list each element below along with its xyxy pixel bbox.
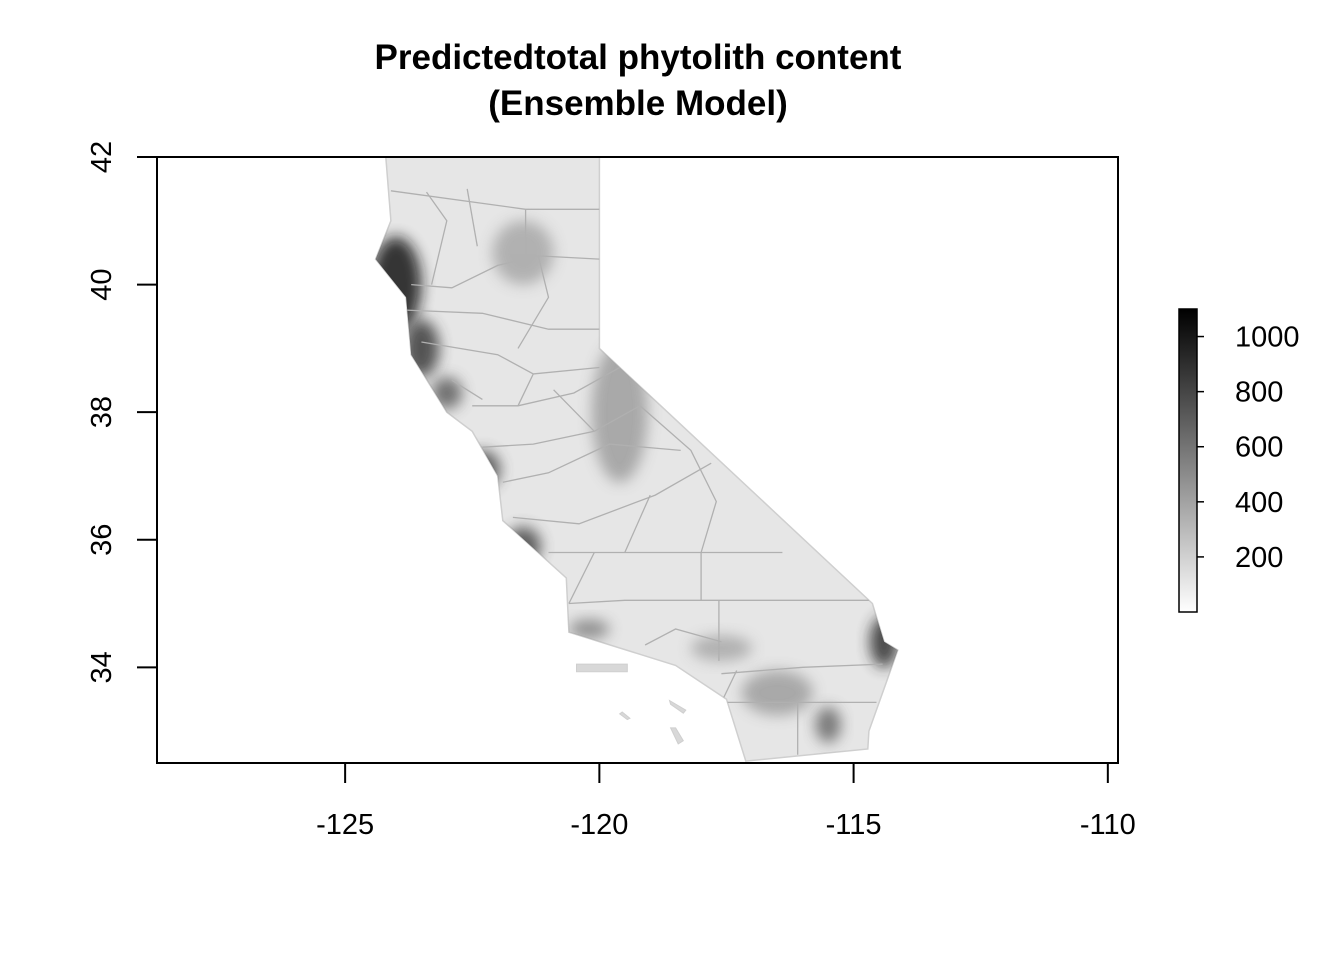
intensity-zone xyxy=(464,450,501,489)
x-tick-label: -115 xyxy=(826,809,882,841)
county-boundary xyxy=(639,405,717,553)
county-boundary xyxy=(472,366,621,407)
intensity-zone xyxy=(741,670,813,716)
island xyxy=(576,663,628,673)
intensity-zone xyxy=(505,526,541,566)
county-boundary xyxy=(720,670,738,703)
intensity-zone xyxy=(492,220,554,285)
x-tick-label: -110 xyxy=(1080,809,1136,841)
y-tick-label: 42 xyxy=(86,141,118,173)
legend-colorbar xyxy=(1178,308,1198,613)
county-boundary xyxy=(517,373,534,407)
county-boundary xyxy=(517,255,550,349)
axes: -125 -120 -115 -110 34 36 38 40 42 xyxy=(86,141,1136,841)
county-boundary xyxy=(451,379,483,400)
y-tick-label: 34 xyxy=(86,651,118,683)
x-tick-label: -125 xyxy=(316,809,374,841)
county-boundary xyxy=(721,663,883,675)
county-boundary xyxy=(466,188,478,247)
intensity-zone xyxy=(690,635,752,661)
county-boundary xyxy=(568,599,869,605)
y-tick-label: 36 xyxy=(86,524,118,556)
county-boundary xyxy=(425,191,448,285)
legend-tick-label: 600 xyxy=(1235,432,1283,464)
raster-layer xyxy=(374,156,899,762)
county-boundary xyxy=(502,443,681,483)
county-boundary xyxy=(421,341,600,375)
county-boundary xyxy=(482,405,641,448)
legend-tick-label: 1000 xyxy=(1235,322,1300,354)
county-boundary xyxy=(644,628,722,646)
y-tick-label: 40 xyxy=(86,268,118,300)
legend-tick-label: 800 xyxy=(1235,377,1283,409)
color-legend: 200 400 600 800 1000 xyxy=(1178,308,1300,613)
county-boundary xyxy=(406,309,600,330)
county-boundary xyxy=(624,494,651,553)
island xyxy=(668,699,687,714)
x-tick-label: -120 xyxy=(570,809,628,841)
map-title-line-2: (Ensemble Model) xyxy=(488,84,788,123)
intensity-zone xyxy=(568,619,610,639)
map-title-line-1: Predictedtotal phytolith content xyxy=(374,38,902,77)
y-tick-label: 38 xyxy=(86,396,118,428)
intensity-zone xyxy=(403,319,440,378)
county-boundary xyxy=(568,552,595,604)
intensity-zone xyxy=(591,341,648,483)
intensity-zone xyxy=(815,706,841,743)
county-boundary xyxy=(512,462,712,525)
county-boundary xyxy=(411,255,600,289)
island xyxy=(669,727,684,745)
island xyxy=(618,711,631,721)
county-boundary xyxy=(553,389,595,432)
legend-tick-label: 200 xyxy=(1235,542,1283,574)
county-boundaries xyxy=(390,188,883,755)
intensity-zone xyxy=(431,377,463,409)
legend-tick-label: 400 xyxy=(1235,487,1283,519)
